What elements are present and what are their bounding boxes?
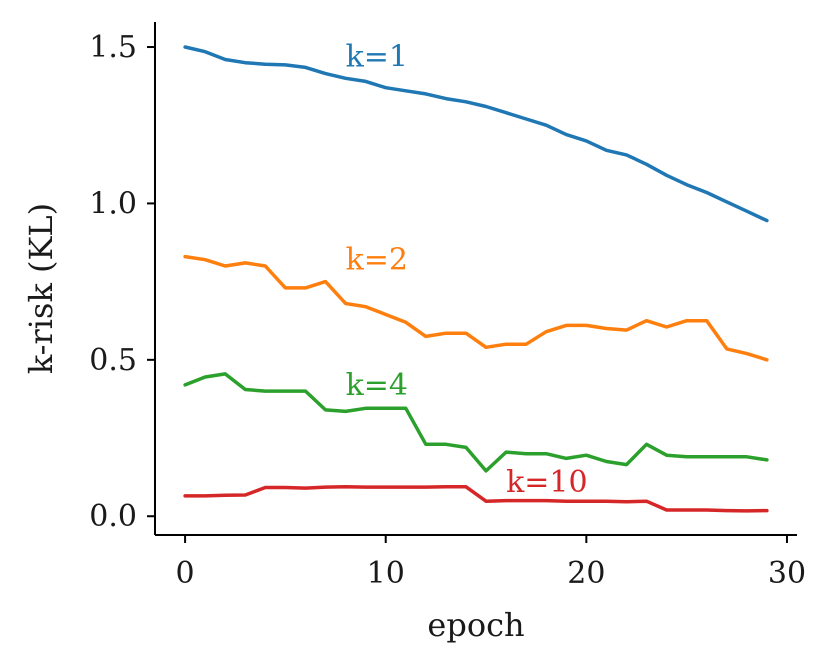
- series-label-k-10: k=10: [506, 465, 588, 500]
- y-ticks: 0.0 0.5 1.0 1.5: [89, 30, 155, 534]
- series-line-k-4: [183, 372, 769, 473]
- x-tick-label: 30: [768, 556, 806, 591]
- y-tick-label: 1.5: [89, 30, 137, 65]
- axes: [154, 22, 797, 536]
- x-axis-label: epoch: [427, 606, 524, 644]
- x-tick-label: 10: [367, 556, 405, 591]
- x-tick-label: 0: [176, 556, 195, 591]
- y-axis-label: k-risk (KL): [22, 203, 60, 374]
- series-labels: k=1 k=2 k=4 k=10: [346, 39, 588, 499]
- series-label-k-1: k=1: [346, 39, 408, 74]
- series-line-k-1: [183, 45, 769, 223]
- x-tick-label: 20: [567, 556, 605, 591]
- series-line-k-10: [183, 485, 769, 513]
- series-label-k-2: k=2: [346, 243, 408, 278]
- series-line-k-2: [183, 254, 769, 362]
- y-tick-label: 0.5: [89, 343, 137, 378]
- x-ticks: 0 10 20 30: [176, 535, 806, 591]
- y-tick-label: 1.0: [89, 186, 137, 221]
- series-lines: [183, 45, 769, 513]
- y-tick-label: 0.0: [89, 499, 137, 534]
- series-label-k-4: k=4: [346, 368, 408, 403]
